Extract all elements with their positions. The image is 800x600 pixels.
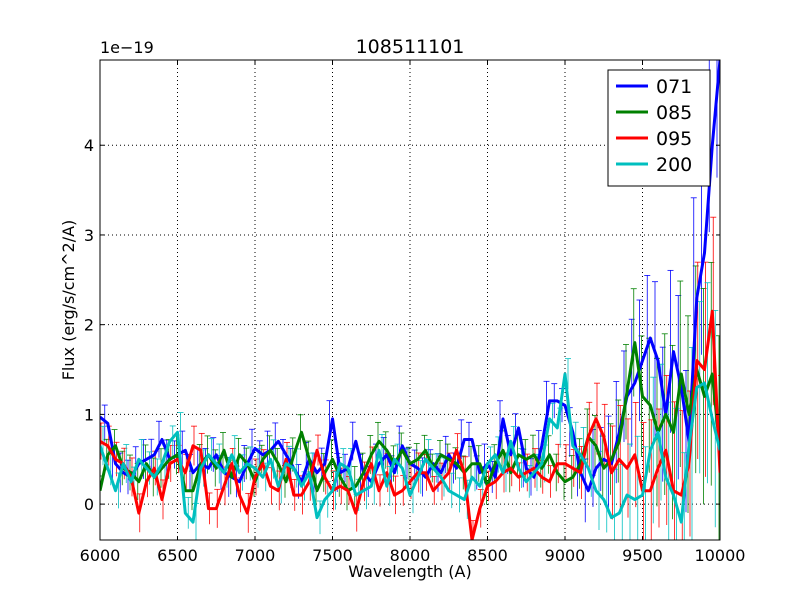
chart-title: 108511101 — [356, 36, 465, 58]
axis-ticks: 6000 6500 7000 7500 8000 8500 9000 9500 10000 0 1 2… — [80, 60, 746, 565]
y-tick-label: 3 — [84, 226, 94, 245]
x-tick-label: 6500 — [157, 546, 198, 565]
x-tick-label: 8000 — [390, 546, 431, 565]
y-tick-label: 4 — [84, 136, 94, 155]
y-tick-label: 0 — [84, 495, 94, 514]
series-line-095 — [100, 309, 720, 540]
x-tick-label: 8500 — [467, 546, 508, 565]
x-tick-label: 7500 — [312, 546, 353, 565]
legend-label-071: 071 — [656, 76, 692, 98]
x-tick-label: 6000 — [80, 546, 121, 565]
y-axis-label: Flux (erg/s/cm^2/A) — [59, 220, 78, 381]
series-lines — [100, 60, 720, 540]
y-tick-label: 2 — [84, 316, 94, 335]
series-line-200 — [100, 372, 720, 524]
legend-label-200: 200 — [656, 154, 692, 176]
y-tick-label: 1 — [84, 405, 94, 424]
legend-box — [607, 69, 711, 187]
x-tick-label: 10000 — [695, 546, 746, 565]
legend-label-085: 085 — [656, 102, 692, 124]
x-tick-label: 9500 — [622, 546, 663, 565]
legend-label-095: 095 — [656, 128, 692, 150]
x-tick-label: 7000 — [235, 546, 276, 565]
legend: 071 085 095 200 — [607, 69, 711, 187]
y-offset-text: 1e−19 — [100, 38, 154, 57]
x-axis-label: Wavelength (A) — [348, 562, 471, 581]
x-tick-label: 9000 — [545, 546, 586, 565]
